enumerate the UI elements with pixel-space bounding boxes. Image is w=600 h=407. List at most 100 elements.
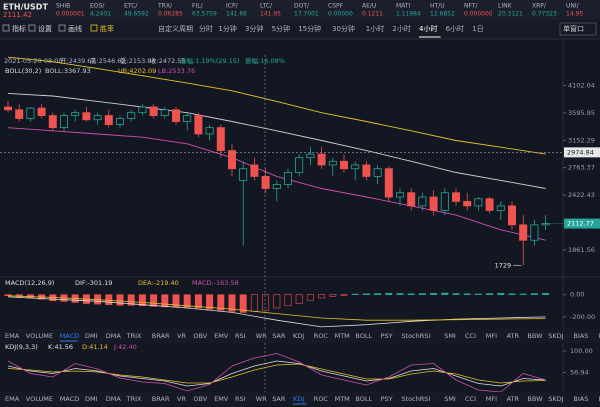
indicator-tab[interactable]: VOLUME bbox=[26, 332, 53, 340]
indicator-tab[interactable]: RSI bbox=[235, 395, 246, 403]
indicator-tab[interactable]: WR bbox=[256, 332, 267, 340]
ticker-name[interactable]: ETC/ bbox=[124, 3, 138, 10]
ticker-price[interactable]: 17.7001 bbox=[294, 11, 319, 18]
indicator-tab[interactable]: SMI bbox=[444, 395, 456, 403]
indicator-tab[interactable]: MACD bbox=[60, 395, 79, 403]
period-button[interactable]: 15分钟 bbox=[298, 24, 321, 33]
ticker-name[interactable]: TRX/ bbox=[157, 3, 173, 10]
indicator-tab[interactable]: WR bbox=[256, 395, 267, 403]
indicator-tab[interactable]: BBW bbox=[527, 395, 543, 403]
indicator-tab[interactable]: TRIX bbox=[126, 395, 142, 403]
ticker-name[interactable]: SHIB bbox=[56, 3, 70, 10]
period-button[interactable]: 自定义周期 bbox=[158, 24, 193, 33]
ticker-name[interactable]: XRP/ bbox=[532, 3, 547, 10]
ticker-price[interactable]: 0.00000 bbox=[328, 11, 353, 18]
ticker-price[interactable]: 0.06285 bbox=[158, 11, 183, 18]
indicator-tab[interactable]: SMI bbox=[444, 332, 456, 340]
indicator-tab[interactable]: SKDJ bbox=[548, 395, 563, 403]
period-button[interactable]: 1日 bbox=[472, 25, 483, 33]
ticker-price[interactable]: 63.5759 bbox=[192, 11, 217, 18]
indicator-tab[interactable]: EMV bbox=[214, 332, 229, 340]
ticker-name[interactable]: LINK bbox=[498, 3, 513, 10]
indicator-tab[interactable]: ATR bbox=[507, 395, 520, 403]
ticker-name[interactable]: AE/U bbox=[362, 3, 376, 10]
indicator-tab[interactable]: BBW bbox=[527, 332, 543, 340]
indicator-tab[interactable]: BOLL bbox=[355, 395, 372, 403]
indicator-tab[interactable]: DPO bbox=[599, 395, 600, 403]
indicator-tab[interactable]: SAR bbox=[272, 395, 286, 403]
indicator-tab[interactable]: ROC bbox=[314, 332, 329, 340]
window-select[interactable]: 单窗口 bbox=[563, 24, 584, 33]
indicator-tab[interactable]: MFI bbox=[486, 395, 497, 403]
ticker-name[interactable]: FIL/ bbox=[192, 3, 204, 10]
ticker-name[interactable]: MATI bbox=[396, 3, 410, 10]
period-button[interactable]: 3分钟 bbox=[245, 24, 263, 33]
indicator-tab[interactable]: BOLL bbox=[355, 332, 372, 340]
period-button[interactable]: 分时 bbox=[199, 24, 213, 33]
indicator-tab[interactable]: DMA bbox=[106, 395, 122, 403]
indicator-tab[interactable]: CCI bbox=[465, 332, 476, 340]
ticker-price[interactable]: 20.3121 bbox=[498, 11, 523, 18]
indicator-tab[interactable]: BRAR bbox=[152, 395, 170, 403]
indicator-tab[interactable]: KDJ bbox=[293, 332, 304, 340]
ticker-price[interactable]: 0.77323 bbox=[532, 11, 557, 18]
ticker-name[interactable]: LTC/ bbox=[260, 3, 273, 10]
indicator-tab[interactable]: DMA bbox=[106, 332, 122, 340]
indicator-tab[interactable]: BRAR bbox=[152, 332, 170, 340]
ticker-name[interactable]: DOT/ bbox=[294, 3, 310, 10]
indicator-tab[interactable]: OBV bbox=[193, 332, 207, 340]
ticker-price[interactable]: 0.000000 bbox=[464, 11, 493, 18]
ticker-name[interactable]: ICP/ bbox=[226, 3, 239, 10]
ticker-price[interactable]: 4.2401 bbox=[90, 11, 111, 18]
period-button[interactable]: 30分钟 bbox=[332, 24, 355, 33]
indicator-tab[interactable]: EMA bbox=[5, 332, 20, 340]
period-button[interactable]: 6小时 bbox=[446, 24, 464, 33]
indicator-tab[interactable]: DPO bbox=[599, 332, 600, 340]
indicator-tab[interactable]: MTM bbox=[335, 332, 350, 340]
indicator-tab[interactable]: SAR bbox=[272, 332, 286, 340]
indicator-tab[interactable]: EMA bbox=[5, 395, 20, 403]
indicator-tab[interactable]: DMI bbox=[85, 332, 98, 340]
indicator-tab[interactable]: VR bbox=[177, 332, 186, 340]
period-button[interactable]: 1分钟 bbox=[218, 24, 236, 33]
tool-button[interactable]: 画线 bbox=[68, 24, 82, 33]
ticker-price[interactable]: 12.6852 bbox=[430, 11, 455, 18]
ticker-price[interactable]: 0.000001 bbox=[56, 11, 85, 18]
indicator-tab[interactable]: BIAS bbox=[573, 332, 588, 340]
ticker-name[interactable]: HT/U bbox=[430, 3, 445, 10]
indicator-tab[interactable]: StochRSI bbox=[401, 395, 430, 403]
indicator-tab[interactable]: VR bbox=[177, 395, 186, 403]
indicator-tab[interactable]: StochRSI bbox=[401, 332, 430, 340]
indicator-tab[interactable]: KDJ bbox=[293, 395, 304, 403]
indicator-tab[interactable]: BIAS bbox=[573, 395, 588, 403]
ticker-price[interactable]: 49.6592 bbox=[124, 11, 149, 18]
period-button[interactable]: 1小时 bbox=[366, 24, 384, 33]
indicator-tab[interactable]: MTM bbox=[335, 395, 350, 403]
ticker-name[interactable]: CSPF bbox=[328, 3, 344, 10]
indicator-tab[interactable]: MACD bbox=[60, 332, 79, 340]
indicator-tab[interactable]: MFI bbox=[486, 332, 497, 340]
tool-button[interactable]: 指标 bbox=[12, 24, 26, 33]
period-button[interactable]: 5分钟 bbox=[272, 24, 290, 33]
tool-button[interactable]: 设置 bbox=[38, 24, 52, 33]
ticker-price[interactable]: 1.11984 bbox=[396, 11, 421, 18]
indicator-tab[interactable]: TRIX bbox=[126, 332, 142, 340]
indicator-tab[interactable]: ATR bbox=[507, 332, 520, 340]
indicator-tab[interactable]: VOLUME bbox=[26, 395, 53, 403]
tool-button[interactable]: 胜率 bbox=[100, 24, 114, 33]
indicator-tab[interactable]: PSY bbox=[381, 395, 393, 403]
ticker-price[interactable]: 0.1211 bbox=[362, 11, 383, 18]
indicator-tab[interactable]: SKDJ bbox=[548, 332, 563, 340]
indicator-tab[interactable]: ROC bbox=[314, 395, 329, 403]
ticker-price[interactable]: 14.95 bbox=[566, 11, 583, 18]
symbol[interactable]: ETH/USDT bbox=[3, 3, 48, 12]
indicator-tab[interactable]: PSY bbox=[381, 332, 393, 340]
ticker-name[interactable]: NFT/ bbox=[464, 3, 478, 10]
indicator-tab[interactable]: OBV bbox=[193, 395, 207, 403]
ticker-price[interactable]: 141.66 bbox=[226, 11, 247, 18]
indicator-tab[interactable]: EMV bbox=[214, 395, 229, 403]
indicator-tab[interactable]: CCI bbox=[465, 395, 476, 403]
ticker-name[interactable]: UNI/ bbox=[566, 3, 580, 10]
period-button[interactable]: 2小时 bbox=[392, 24, 410, 33]
ticker-price[interactable]: 141.95 bbox=[260, 11, 281, 18]
